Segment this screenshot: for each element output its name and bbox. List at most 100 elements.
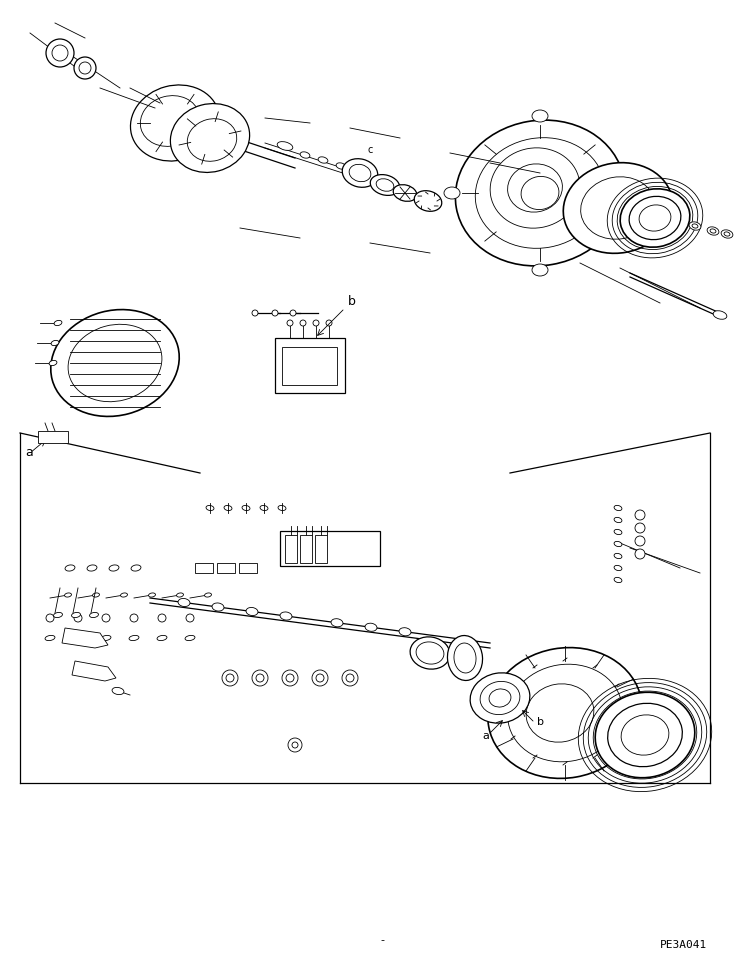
Ellipse shape	[490, 148, 580, 228]
Ellipse shape	[49, 360, 57, 366]
Ellipse shape	[120, 593, 128, 597]
Circle shape	[158, 614, 166, 622]
Text: a: a	[25, 446, 33, 459]
Ellipse shape	[410, 637, 450, 669]
Circle shape	[287, 320, 293, 326]
Bar	[38, 431, 68, 443]
Ellipse shape	[246, 608, 258, 615]
Ellipse shape	[73, 636, 83, 640]
Circle shape	[79, 62, 91, 74]
Ellipse shape	[371, 174, 400, 195]
Circle shape	[312, 670, 328, 686]
Bar	[280, 531, 380, 566]
Ellipse shape	[187, 118, 237, 161]
Ellipse shape	[614, 565, 622, 571]
Ellipse shape	[90, 612, 99, 617]
Ellipse shape	[336, 163, 346, 169]
Ellipse shape	[280, 612, 292, 620]
Ellipse shape	[101, 636, 111, 640]
Bar	[282, 347, 337, 385]
Ellipse shape	[149, 593, 155, 597]
Circle shape	[286, 674, 294, 682]
Ellipse shape	[480, 682, 520, 715]
Circle shape	[272, 310, 278, 316]
Ellipse shape	[224, 506, 232, 510]
Ellipse shape	[45, 636, 55, 640]
Text: PE3A041: PE3A041	[660, 940, 707, 950]
Ellipse shape	[470, 673, 530, 723]
Ellipse shape	[376, 179, 394, 192]
Ellipse shape	[620, 187, 636, 199]
Ellipse shape	[532, 110, 548, 122]
Ellipse shape	[508, 664, 622, 762]
Ellipse shape	[508, 164, 562, 212]
Ellipse shape	[157, 636, 167, 640]
Ellipse shape	[242, 506, 250, 510]
Ellipse shape	[331, 618, 343, 627]
Ellipse shape	[72, 612, 81, 617]
Ellipse shape	[707, 227, 719, 235]
Ellipse shape	[87, 565, 97, 571]
Ellipse shape	[689, 221, 701, 230]
Ellipse shape	[354, 169, 364, 175]
Ellipse shape	[614, 554, 622, 559]
Ellipse shape	[109, 565, 119, 571]
Circle shape	[186, 614, 194, 622]
Ellipse shape	[131, 85, 220, 161]
Circle shape	[222, 670, 238, 686]
Ellipse shape	[713, 311, 727, 320]
Ellipse shape	[595, 692, 695, 778]
Polygon shape	[62, 628, 108, 648]
Ellipse shape	[349, 165, 371, 182]
Circle shape	[300, 320, 306, 326]
Ellipse shape	[614, 530, 622, 534]
Bar	[300, 535, 312, 563]
Ellipse shape	[206, 506, 214, 510]
Ellipse shape	[444, 187, 460, 199]
Circle shape	[52, 45, 68, 61]
Bar	[195, 563, 213, 573]
Ellipse shape	[607, 703, 682, 767]
Ellipse shape	[614, 506, 622, 510]
Ellipse shape	[454, 643, 476, 673]
Ellipse shape	[580, 177, 655, 239]
Ellipse shape	[260, 506, 268, 510]
Circle shape	[635, 549, 645, 559]
Ellipse shape	[278, 506, 286, 510]
Ellipse shape	[692, 224, 698, 228]
Text: a: a	[482, 731, 489, 741]
Ellipse shape	[724, 232, 730, 236]
Ellipse shape	[710, 229, 716, 233]
Ellipse shape	[721, 230, 733, 238]
Circle shape	[256, 674, 264, 682]
Bar	[217, 563, 235, 573]
Ellipse shape	[489, 689, 511, 707]
Ellipse shape	[639, 205, 671, 231]
Circle shape	[635, 523, 645, 533]
Ellipse shape	[170, 104, 249, 172]
Ellipse shape	[112, 688, 124, 694]
Bar	[285, 535, 297, 563]
Ellipse shape	[178, 598, 190, 607]
Ellipse shape	[447, 636, 483, 681]
Ellipse shape	[532, 264, 548, 276]
Ellipse shape	[629, 196, 681, 240]
Ellipse shape	[415, 191, 441, 211]
Circle shape	[130, 614, 138, 622]
Circle shape	[46, 39, 74, 67]
Circle shape	[290, 310, 296, 316]
Ellipse shape	[526, 684, 594, 742]
Text: b: b	[348, 295, 356, 308]
Ellipse shape	[176, 593, 184, 597]
Text: c: c	[368, 145, 374, 155]
Circle shape	[252, 310, 258, 316]
Circle shape	[74, 57, 96, 79]
Ellipse shape	[65, 565, 75, 571]
Ellipse shape	[521, 176, 559, 210]
Ellipse shape	[212, 603, 224, 612]
Circle shape	[46, 614, 54, 622]
Circle shape	[102, 614, 110, 622]
Bar	[239, 563, 257, 573]
Ellipse shape	[51, 309, 179, 416]
Ellipse shape	[488, 647, 642, 778]
